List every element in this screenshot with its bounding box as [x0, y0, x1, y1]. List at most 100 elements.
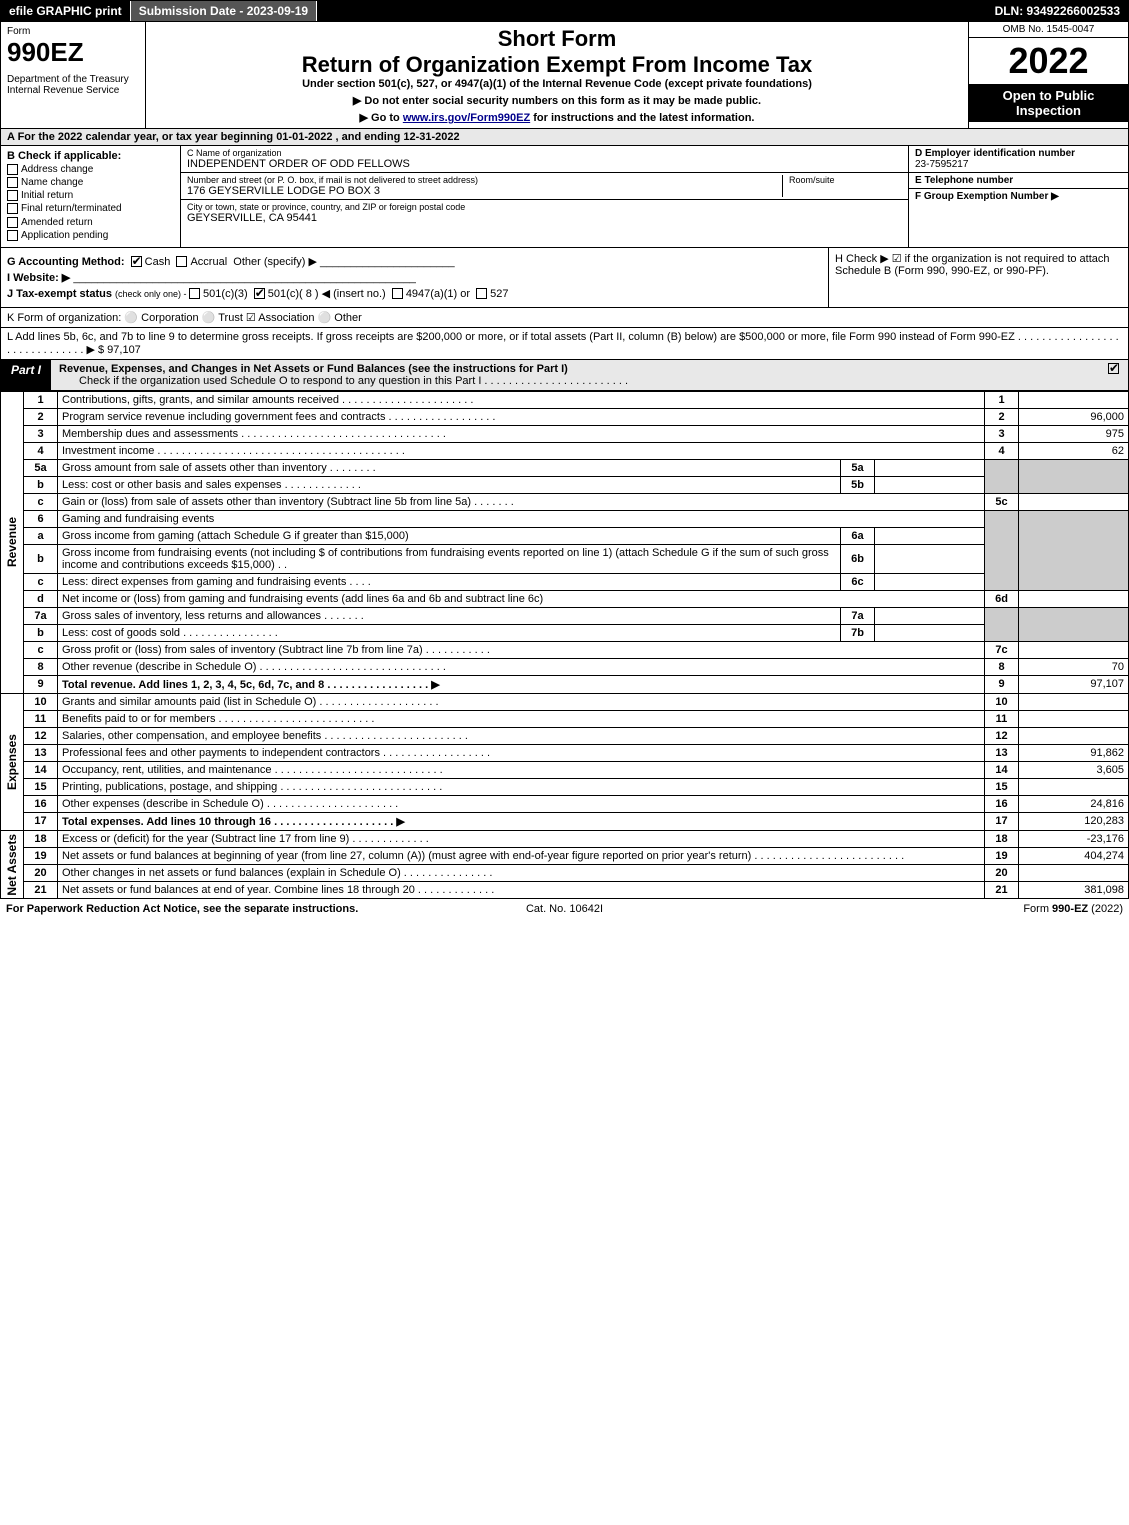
tel-label: E Telephone number: [915, 175, 1122, 186]
row-l-gross-receipts: L Add lines 5b, 6c, and 7b to line 9 to …: [0, 328, 1129, 360]
efile-print-button[interactable]: efile GRAPHIC print: [1, 1, 131, 21]
line-18: Net Assets 18 Excess or (deficit) for th…: [1, 830, 1129, 847]
line-19: 19 Net assets or fund balances at beginn…: [1, 847, 1129, 864]
chk-amended-return[interactable]: Amended return: [7, 217, 174, 228]
website-line: I Website: ▶ ___________________________…: [7, 271, 822, 284]
chk-name-change[interactable]: Name change: [7, 177, 174, 188]
expenses-side-label: Expenses: [1, 693, 24, 830]
col-b-checkboxes: B Check if applicable: Address change Na…: [1, 146, 181, 247]
ein-cell: D Employer identification number 23-7595…: [909, 146, 1128, 173]
header-center: Short Form Return of Organization Exempt…: [146, 22, 968, 128]
line-4: 4 Investment income . . . . . . . . . . …: [1, 442, 1129, 459]
header-left: Form 990EZ Department of the Treasury In…: [1, 22, 146, 128]
footer-catno: Cat. No. 10642I: [378, 903, 750, 915]
line-16: 16 Other expenses (describe in Schedule …: [1, 795, 1129, 812]
topbar-spacer: [317, 1, 986, 21]
line-3: 3 Membership dues and assessments . . . …: [1, 425, 1129, 442]
part-1-table: Revenue 1 Contributions, gifts, grants, …: [0, 391, 1129, 899]
chk-527[interactable]: [476, 288, 487, 299]
col-h: H Check ▶ ☑ if the organization is not r…: [828, 248, 1128, 307]
chk-cash[interactable]: [131, 256, 142, 267]
form-number: 990EZ: [7, 37, 139, 68]
line-6a: a Gross income from gaming (attach Sched…: [1, 527, 1129, 544]
line-6b: b Gross income from fundraising events (…: [1, 544, 1129, 573]
irs-link[interactable]: www.irs.gov/Form990EZ: [403, 112, 530, 124]
chk-accrual[interactable]: [176, 256, 187, 267]
group-exempt-label: F Group Exemption Number ▶: [915, 191, 1122, 202]
ssn-note: ▶ Do not enter social security numbers o…: [152, 94, 962, 107]
row-k-form-of-org: K Form of organization: ⚪ Corporation ⚪ …: [0, 308, 1129, 328]
website-label: I Website: ▶: [7, 272, 70, 284]
row-a-calendar-year: A For the 2022 calendar year, or tax yea…: [0, 129, 1129, 146]
part-1-header: Part I Revenue, Expenses, and Changes in…: [0, 360, 1129, 391]
chk-4947[interactable]: [392, 288, 403, 299]
acct-other: Other (specify) ▶: [233, 256, 317, 268]
taxexempt-label: J Tax-exempt status: [7, 288, 115, 300]
tax-year: 2022: [969, 38, 1128, 84]
section-gh: G Accounting Method: Cash Accrual Other …: [0, 248, 1129, 308]
form-header: Form 990EZ Department of the Treasury In…: [0, 22, 1129, 129]
chk-initial-return[interactable]: Initial return: [7, 190, 174, 201]
line-21: 21 Net assets or fund balances at end of…: [1, 881, 1129, 898]
omb-no: OMB No. 1545-0047: [969, 22, 1128, 38]
section-bcd: B Check if applicable: Address change Na…: [0, 146, 1129, 248]
col-d-ein: D Employer identification number 23-7595…: [908, 146, 1128, 247]
footer-paperwork: For Paperwork Reduction Act Notice, see …: [6, 903, 378, 915]
row-h-schedule-b: H Check ▶ ☑ if the organization is not r…: [835, 252, 1122, 277]
line-7c: c Gross profit or (loss) from sales of i…: [1, 641, 1129, 658]
part-1-title: Revenue, Expenses, and Changes in Net As…: [51, 360, 1102, 390]
dept-label: Department of the Treasury Internal Reve…: [7, 74, 139, 96]
line-5a: 5a Gross amount from sale of assets othe…: [1, 459, 1129, 476]
part-1-tag: Part I: [1, 360, 51, 390]
line-7a: 7a Gross sales of inventory, less return…: [1, 607, 1129, 624]
form-title: Return of Organization Exempt From Incom…: [152, 52, 962, 78]
row-l-text: L Add lines 5b, 6c, and 7b to line 9 to …: [7, 331, 1119, 356]
accounting-method: G Accounting Method: Cash Accrual Other …: [7, 255, 822, 268]
chk-application-pending[interactable]: Application pending: [7, 230, 174, 241]
line-11: 11 Benefits paid to or for members . . .…: [1, 710, 1129, 727]
addr-value: 176 GEYSERVILLE LODGE PO BOX 3: [187, 185, 782, 197]
part-1-title-text: Revenue, Expenses, and Changes in Net As…: [59, 363, 568, 375]
line-5c: c Gain or (loss) from sale of assets oth…: [1, 493, 1129, 510]
org-name-label: C Name of organization: [187, 148, 902, 158]
top-bar: efile GRAPHIC print Submission Date - 20…: [0, 0, 1129, 22]
group-exempt-cell: F Group Exemption Number ▶: [909, 189, 1128, 247]
line-1: Revenue 1 Contributions, gifts, grants, …: [1, 391, 1129, 408]
line-14: 14 Occupancy, rent, utilities, and maint…: [1, 761, 1129, 778]
chk-final-return[interactable]: Final return/terminated: [7, 203, 174, 214]
line-6: 6 Gaming and fundraising events: [1, 510, 1129, 527]
line-9: 9 Total revenue. Add lines 1, 2, 3, 4, 5…: [1, 675, 1129, 693]
addr-label: Number and street (or P. O. box, if mail…: [187, 175, 782, 185]
form-label: Form: [7, 26, 139, 37]
ein-value: 23-7595217: [915, 159, 1122, 170]
line-12: 12 Salaries, other compensation, and emp…: [1, 727, 1129, 744]
line-10: Expenses 10 Grants and similar amounts p…: [1, 693, 1129, 710]
chk-address-change[interactable]: Address change: [7, 164, 174, 175]
taxexempt-sub: (check only one) -: [115, 289, 189, 299]
chk-501c[interactable]: [254, 288, 265, 299]
org-city-cell: City or town, state or province, country…: [181, 200, 908, 226]
line-6c: c Less: direct expenses from gaming and …: [1, 573, 1129, 590]
col-c-org-info: C Name of organization INDEPENDENT ORDER…: [181, 146, 908, 247]
chk-501c3[interactable]: [189, 288, 200, 299]
part-1-checkbox[interactable]: [1102, 360, 1128, 390]
col-b-header: B Check if applicable:: [7, 150, 174, 162]
short-form-label: Short Form: [152, 26, 962, 52]
submission-date-button[interactable]: Submission Date - 2023-09-19: [131, 1, 317, 21]
revenue-side-label: Revenue: [1, 391, 24, 693]
page-footer: For Paperwork Reduction Act Notice, see …: [0, 899, 1129, 919]
tel-cell: E Telephone number: [909, 173, 1128, 189]
line-2: 2 Program service revenue including gove…: [1, 408, 1129, 425]
header-right: OMB No. 1545-0047 2022 Open to Public In…: [968, 22, 1128, 128]
org-name-value: INDEPENDENT ORDER OF ODD FELLOWS: [187, 158, 902, 170]
line-13: 13 Professional fees and other payments …: [1, 744, 1129, 761]
line-5b: b Less: cost or other basis and sales ex…: [1, 476, 1129, 493]
line-6d: d Net income or (loss) from gaming and f…: [1, 590, 1129, 607]
row-l-amount: 97,107: [107, 344, 141, 356]
col-g: G Accounting Method: Cash Accrual Other …: [1, 248, 828, 307]
netassets-side-label: Net Assets: [1, 830, 24, 898]
org-address-cell: Number and street (or P. O. box, if mail…: [181, 173, 908, 200]
goto-post: for instructions and the latest informat…: [530, 112, 754, 124]
tax-exempt-status: J Tax-exempt status (check only one) - 5…: [7, 287, 822, 300]
dln-label: DLN: 93492266002533: [987, 1, 1128, 21]
